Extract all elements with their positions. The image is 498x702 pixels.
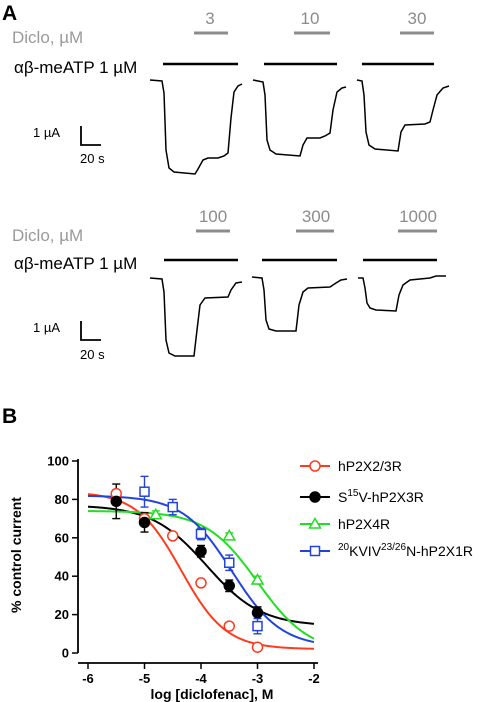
y-tick-label: 100: [47, 454, 69, 469]
x-tick-label: -5: [139, 671, 151, 686]
data-points: [110, 486, 265, 653]
legend-entry-hp2x2-3r: hP2X2/3R: [300, 458, 402, 474]
y-tick-label: 80: [55, 492, 69, 507]
conc-label-10: 10: [301, 9, 320, 28]
data-point: [167, 530, 179, 542]
legend-marker-filled-circle: [309, 491, 321, 503]
panel-b-label: B: [2, 405, 17, 428]
data-point: [195, 577, 207, 589]
legend-label-hp2x2-3r: hP2X2/3R: [338, 458, 402, 474]
data-point: [148, 507, 163, 520]
current-trace-300: [251, 276, 348, 332]
data-point: [195, 528, 207, 540]
y-tick-label: 0: [62, 646, 69, 661]
x-axis-title: log [diclofenac], M: [151, 686, 274, 702]
y-tick-label: 60: [55, 530, 69, 545]
x-tick-label: -4: [195, 671, 207, 686]
x-tick-label: -3: [252, 671, 264, 686]
scale-current-row-2: 1 µA: [33, 320, 60, 335]
fit-curve-0: [87, 493, 315, 650]
y-tick-label: 20: [55, 607, 69, 622]
conc-label-300: 300: [302, 207, 330, 226]
chart-legend: hP2X2/3R S15V-hP2X3R hP2X4R 20KVIV23/26N…: [300, 458, 473, 559]
data-point: [222, 528, 237, 541]
traces-row-1: Diclo, µM αβ-meATP 1 µM 3 10 30 1 µA 20 …: [12, 9, 450, 175]
x-tick-label: -2: [308, 671, 320, 686]
legend-label-s15v-hp2x3r: S15V-hP2X3R: [338, 488, 424, 505]
agonist-label-row-2: αβ-meATP 1 µM: [14, 254, 137, 273]
y-axis-title: % control current: [8, 497, 24, 613]
data-point: [251, 641, 264, 653]
current-trace-30: [356, 79, 450, 152]
conc-label-3: 3: [205, 9, 214, 28]
data-point: [223, 580, 235, 592]
data-point: [224, 557, 235, 569]
conc-label-1000: 1000: [399, 207, 437, 226]
current-trace-100: [149, 277, 243, 357]
diclo-label-row-1: Diclo, µM: [12, 28, 83, 47]
data-point: [167, 501, 178, 513]
panel-a-label: A: [2, 2, 17, 25]
data-point: [138, 516, 151, 529]
chart-axes: 0 20 40 60 80 100 -6 -5 -4 -3 -2: [47, 454, 319, 687]
legend-entry-kviv-hp2x1r: 20KVIV23/26N-hP2X1R: [300, 542, 473, 559]
conc-label-30: 30: [408, 9, 427, 28]
current-trace-10: [252, 79, 347, 157]
data-point: [110, 495, 122, 508]
diclo-label-row-2: Diclo, µM: [12, 226, 83, 245]
agonist-label-row-1: αβ-meATP 1 µM: [14, 58, 137, 77]
current-trace-3: [149, 79, 243, 175]
current-trace-1000: [358, 275, 446, 312]
legend-entry-hp2x4r: hP2X4R: [300, 516, 390, 532]
fit-curve-2: [87, 510, 315, 640]
x-tick-label: -6: [82, 671, 94, 686]
y-tick-label: 40: [55, 569, 69, 584]
data-point: [251, 606, 264, 619]
data-point: [195, 545, 207, 557]
conc-label-100: 100: [199, 207, 227, 226]
scale-current-row-1: 1 µA: [33, 125, 60, 140]
data-point: [250, 573, 265, 585]
data-point: [252, 620, 263, 632]
scale-time-row-1: 20 s: [80, 151, 105, 166]
error-bars: [112, 475, 262, 650]
data-point: [139, 486, 150, 497]
legend-marker-open-triangle: [308, 517, 322, 529]
traces-row-2: Diclo, µM αβ-meATP 1 µM 100 300 1000 1 µ…: [12, 207, 446, 362]
scale-bar-row-1: [80, 126, 101, 146]
scale-time-row-2: 20 s: [80, 347, 105, 362]
legend-label-kviv-hp2x1r: 20KVIV23/26N-hP2X1R: [338, 542, 473, 559]
legend-label-hp2x4r: hP2X4R: [338, 516, 390, 532]
fit-curve-3: [87, 494, 315, 644]
scale-bar-row-2: [80, 321, 101, 341]
data-point: [223, 620, 235, 632]
legend-entry-s15v-hp2x3r: S15V-hP2X3R: [300, 488, 424, 505]
legend-marker-open-circle: [309, 460, 321, 472]
fit-curves: [87, 493, 315, 650]
legend-marker-open-square: [309, 545, 321, 557]
